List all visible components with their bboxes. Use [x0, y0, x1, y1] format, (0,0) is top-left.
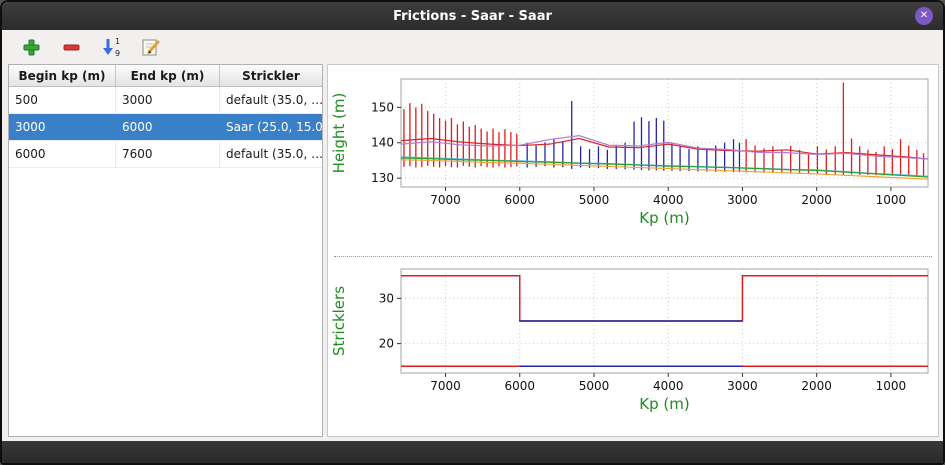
header-begin-kp[interactable]: Begin kp (m) — [9, 65, 116, 86]
svg-text:30: 30 — [379, 291, 394, 305]
cell-begin-kp[interactable]: 6000 — [9, 141, 116, 167]
header-strickler[interactable]: Strickler — [242, 68, 300, 83]
svg-text:150: 150 — [371, 100, 394, 114]
charts-panel: 7000 6000 5000 4000 3000 2000 1000 130 140 150 Kp … — [327, 64, 939, 437]
svg-text:20: 20 — [379, 337, 394, 351]
line-purple — [400, 135, 929, 160]
stricklers-chart: 7000 6000 5000 4000 3000 2000 1000 20 30 Kp (m) St… — [328, 257, 938, 443]
svg-text:7000: 7000 — [430, 193, 461, 207]
sort-numeric-icon: 1 9 — [103, 37, 120, 58]
svg-text:4000: 4000 — [653, 193, 684, 207]
svg-text:1: 1 — [115, 37, 120, 46]
svg-text:7000: 7000 — [430, 379, 461, 393]
svg-text:3000: 3000 — [727, 379, 758, 393]
cell-strickler[interactable]: default (35.0, … — [226, 93, 322, 107]
edit-button[interactable] — [138, 34, 164, 60]
remove-icon — [63, 44, 80, 51]
svg-text:140: 140 — [371, 136, 394, 150]
add-icon — [23, 39, 40, 56]
svg-text:Stricklers: Stricklers — [330, 286, 348, 356]
svg-text:Kp (m): Kp (m) — [639, 209, 689, 227]
chart-separator — [334, 256, 932, 257]
header-end-kp[interactable]: End kp (m) — [116, 65, 220, 86]
default-minor-bed — [401, 275, 928, 322]
line-red — [400, 137, 929, 160]
svg-text:1000: 1000 — [876, 193, 907, 207]
svg-text:6000: 6000 — [504, 193, 535, 207]
svg-text:2000: 2000 — [801, 379, 832, 393]
cell-begin-kp[interactable]: 500 — [9, 87, 116, 113]
svg-text:130: 130 — [371, 171, 394, 185]
cell-begin-kp[interactable]: 3000 — [9, 114, 116, 140]
svg-text:6000: 6000 — [504, 379, 535, 393]
cell-end-kp[interactable]: 6000 — [116, 114, 220, 140]
svg-text:4000: 4000 — [653, 379, 684, 393]
add-button[interactable] — [18, 34, 44, 60]
svg-text:9: 9 — [115, 49, 120, 58]
svg-text:1000: 1000 — [876, 379, 907, 393]
cell-strickler[interactable]: Saar (25.0, 15.0) — [226, 120, 322, 134]
table-empty-area — [9, 168, 322, 436]
height-profile-chart-svg: 7000 6000 5000 4000 3000 2000 1000 130 140 150 Kp … — [330, 78, 929, 227]
window-title: Frictions - Saar - Saar — [393, 8, 552, 24]
cell-end-kp[interactable]: 3000 — [116, 87, 220, 113]
edit-pencil-icon — [142, 39, 160, 56]
svg-text:3000: 3000 — [727, 193, 758, 207]
titlebar[interactable]: Frictions - Saar - Saar ✕ — [2, 2, 943, 30]
svg-text:2000: 2000 — [801, 193, 832, 207]
line-orange — [400, 159, 929, 180]
frictions-table: Begin kp (m) End kp (m) Strickler 500 30… — [8, 64, 323, 437]
close-icon: ✕ — [919, 10, 929, 21]
table-row-selected[interactable]: 3000 6000 Saar (25.0, 15.0) — [9, 114, 322, 141]
table-row[interactable]: 500 3000 default (35.0, … — [9, 87, 322, 114]
cell-end-kp[interactable]: 7600 — [116, 141, 220, 167]
close-button[interactable]: ✕ — [915, 7, 933, 25]
height-profile-chart: 7000 6000 5000 4000 3000 2000 1000 130 140 150 Kp … — [328, 65, 938, 256]
svg-text:5000: 5000 — [579, 193, 610, 207]
stricklers-chart-svg: 7000 6000 5000 4000 3000 2000 1000 20 30 Kp (m) St… — [330, 268, 929, 413]
remove-button[interactable] — [58, 34, 84, 60]
svg-text:5000: 5000 — [579, 379, 610, 393]
status-bar — [2, 441, 943, 463]
svg-text:Height (m): Height (m) — [330, 93, 348, 174]
line-green — [400, 157, 929, 178]
table-header-row: Begin kp (m) End kp (m) Strickler — [9, 65, 322, 87]
main-content: Begin kp (m) End kp (m) Strickler 500 30… — [2, 64, 943, 441]
cell-strickler[interactable]: default (35.0, … — [226, 147, 322, 161]
table-row[interactable]: 6000 7600 default (35.0, … — [9, 141, 322, 168]
toolbar: 1 9 — [2, 30, 943, 64]
sort-button[interactable]: 1 9 — [98, 34, 124, 60]
svg-text:Kp (m): Kp (m) — [639, 395, 689, 413]
